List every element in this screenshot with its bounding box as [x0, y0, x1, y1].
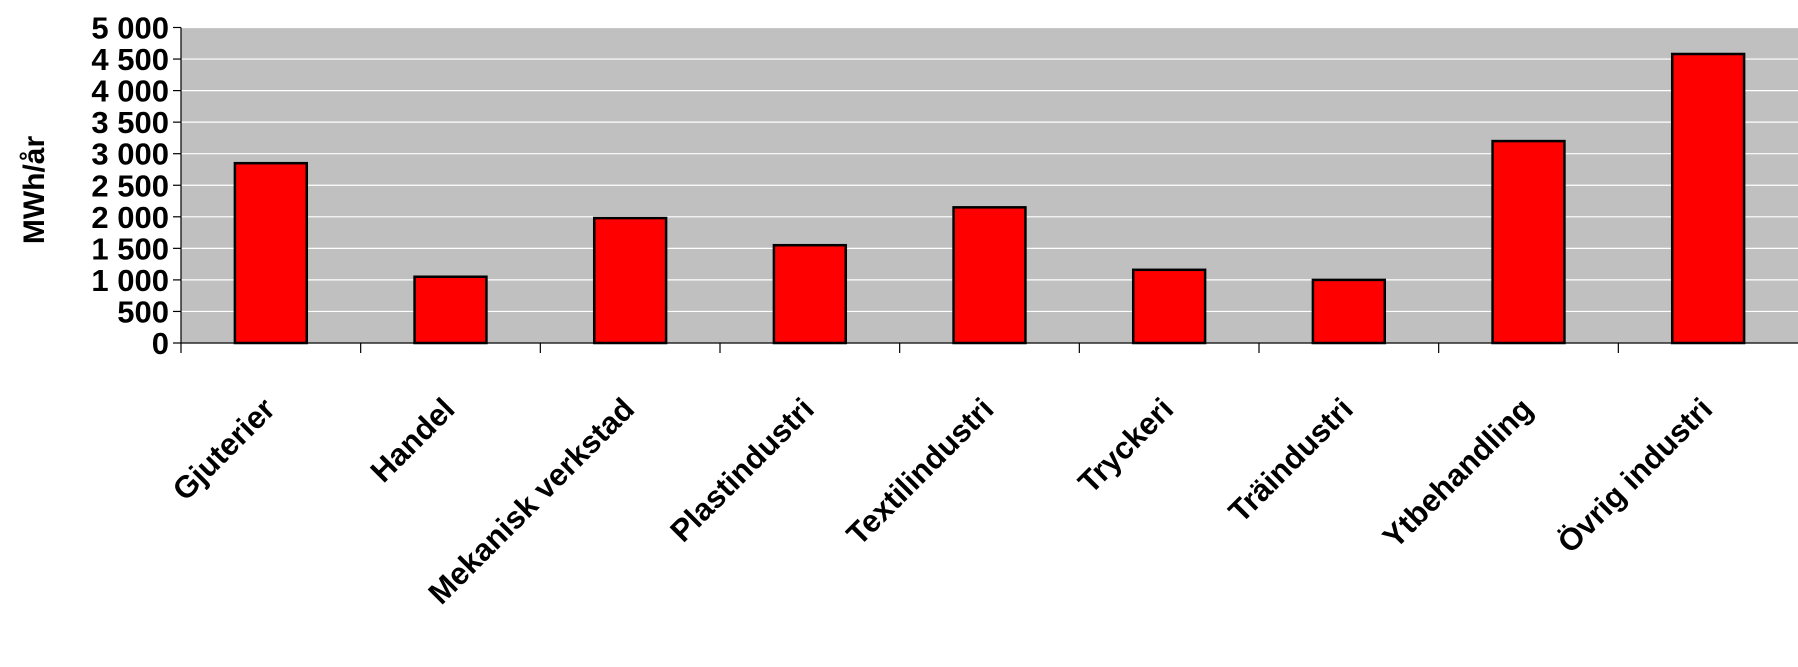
- y-tick-label: 3 000: [91, 137, 169, 172]
- y-tick-label: 2 000: [91, 200, 169, 235]
- y-axis-label: MWh/år: [18, 136, 51, 245]
- bar: [1491, 139, 1566, 345]
- y-tick-label: 4 500: [91, 42, 169, 77]
- y-tick-label: 5 000: [91, 11, 169, 46]
- bar: [592, 216, 668, 345]
- bar: [952, 206, 1027, 345]
- bar: [1670, 52, 1746, 345]
- bar: [772, 243, 848, 345]
- y-tick-label: 4 000: [91, 74, 169, 109]
- y-tick-label: 500: [117, 294, 169, 329]
- y-tick-label: 1 500: [91, 231, 169, 266]
- y-tick-label: 1 000: [91, 263, 169, 298]
- y-tick-label: 0: [152, 326, 169, 361]
- bar: [413, 275, 488, 345]
- x-tick-label: Plastindustri: [663, 391, 821, 549]
- x-tick-label: Träindustri: [1222, 391, 1360, 529]
- x-tick-label: Ytbehandling: [1376, 391, 1540, 555]
- y-tick-label: 3 500: [91, 105, 169, 140]
- x-tick-label: Gjuterier: [166, 391, 282, 507]
- x-tick-label: Handel: [364, 391, 462, 489]
- x-tick-label: Mekanisk verkstad: [421, 391, 641, 611]
- bar: [233, 161, 309, 345]
- x-tick-label: Textilindustri: [840, 391, 1001, 552]
- y-tick-label: 2 500: [91, 168, 169, 203]
- bar: [1311, 278, 1387, 345]
- x-tick-label: Tryckeri: [1071, 391, 1180, 500]
- x-tick-label: Övrig industri: [1551, 391, 1719, 559]
- bar: [1131, 268, 1207, 345]
